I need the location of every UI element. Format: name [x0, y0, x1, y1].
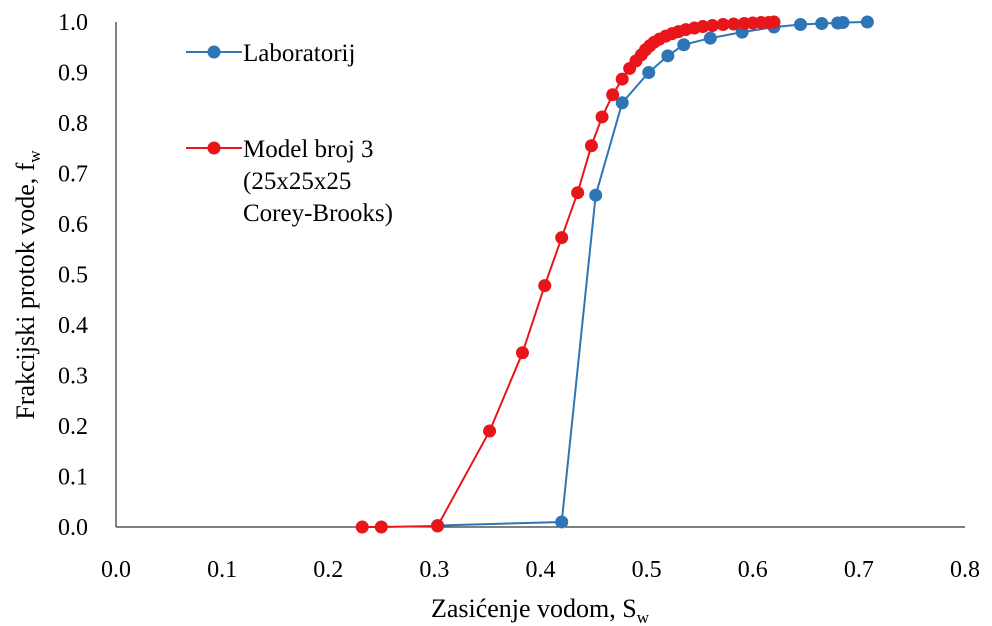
x-axis-ticks: 0.0 0.1 0.2 0.3 0.4 0.5 0.6 0.7 0.8	[101, 557, 980, 583]
series-1-point	[727, 17, 741, 31]
series-0-point	[703, 31, 717, 45]
legend-label-line: Corey-Brooks)	[243, 200, 393, 227]
series-1	[355, 15, 781, 534]
series-1-point	[615, 72, 629, 86]
y-axis-title: Frakcijski protok vode, fw	[11, 150, 44, 420]
series-0-point	[555, 515, 569, 529]
x-tick-label-1: 0.1	[207, 557, 237, 583]
series-1-point	[696, 20, 710, 34]
series-0-point	[642, 66, 656, 79]
legend-swatch-marker	[207, 141, 221, 155]
series-0-point	[589, 188, 603, 202]
y-tick-label-0: 0.0	[58, 515, 88, 541]
y-tick-label-9: 0.9	[58, 61, 88, 87]
series-1-point	[571, 186, 585, 200]
series-1-point	[606, 88, 620, 102]
legend-entry-1: Model broj 3 (25x25x25 Corey-Brooks)	[186, 136, 393, 227]
y-tick-label-2: 0.2	[58, 414, 88, 440]
y-tick-label-10: 1.0	[58, 10, 88, 36]
legend-label-line: (25x25x25	[243, 168, 351, 195]
series-0	[431, 15, 874, 532]
x-tick-label-6: 0.6	[738, 557, 768, 583]
series-1-point	[431, 519, 445, 533]
series-1-point	[595, 110, 609, 124]
legend-entry-0: Laboratorij	[186, 40, 355, 67]
y-tick-label-8: 0.8	[58, 111, 88, 137]
series-0-point	[615, 96, 629, 110]
series-1-point	[705, 19, 719, 33]
series-1-point	[483, 424, 497, 438]
legend: Laboratorij Model broj 3 (25x25x25 Corey-Br…	[186, 40, 393, 227]
legend-label-line: Model broj 3	[243, 136, 374, 163]
x-tick-label-5: 0.5	[632, 557, 662, 583]
legend-swatch-marker	[207, 45, 221, 59]
y-tick-label-4: 0.4	[58, 313, 88, 339]
y-axis-title-main: Frakcijski protok vode, f	[11, 162, 40, 419]
y-axis-title-subscript: w	[25, 150, 44, 163]
x-tick-label-4: 0.4	[526, 557, 556, 583]
series-1-point	[355, 520, 369, 534]
series-1-point	[538, 279, 552, 293]
series-1-point	[374, 520, 388, 534]
series-0-point	[815, 17, 829, 31]
y-tick-label-3: 0.3	[58, 364, 88, 390]
y-tick-label-7: 0.7	[58, 162, 88, 188]
x-tick-label-8: 0.8	[950, 557, 980, 583]
series-0-point	[661, 49, 675, 63]
x-tick-label-7: 0.7	[844, 557, 874, 583]
series-0-point	[794, 18, 808, 32]
legend-label-line: Laboratorij	[243, 40, 355, 67]
series-0-point	[677, 38, 691, 52]
series-1-point	[555, 231, 569, 245]
y-tick-label-5: 0.5	[58, 263, 88, 289]
y-axis-ticks: 0.0 0.1 0.2 0.3 0.4 0.5 0.6 0.7 0.8 0.9 1.0	[58, 10, 88, 541]
series-1-point	[716, 18, 730, 32]
x-tick-label-3: 0.3	[419, 557, 449, 583]
series-0-point	[836, 16, 850, 30]
x-axis-title: Zasićenje vodom, Sw	[431, 594, 650, 626]
series-0-point	[860, 15, 874, 29]
x-axis-title-subscript: w	[637, 608, 650, 626]
series-0-line	[437, 21, 868, 527]
axes	[115, 22, 965, 528]
x-tick-label-0: 0.0	[101, 557, 131, 583]
x-axis-title-main: Zasićenje vodom, S	[431, 594, 637, 623]
series-layer	[355, 15, 874, 534]
series-1-point	[767, 15, 781, 29]
y-tick-label-6: 0.6	[58, 212, 88, 238]
x-tick-label-2: 0.2	[313, 557, 343, 583]
y-tick-label-1: 0.1	[58, 465, 88, 491]
series-1-point	[515, 346, 529, 360]
series-1-point	[584, 139, 598, 153]
